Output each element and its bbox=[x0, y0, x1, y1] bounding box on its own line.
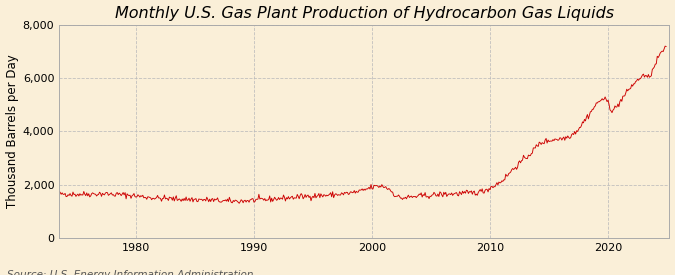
Text: Source: U.S. Energy Information Administration: Source: U.S. Energy Information Administ… bbox=[7, 271, 253, 275]
Title: Monthly U.S. Gas Plant Production of Hydrocarbon Gas Liquids: Monthly U.S. Gas Plant Production of Hyd… bbox=[115, 6, 614, 21]
Y-axis label: Thousand Barrels per Day: Thousand Barrels per Day bbox=[5, 54, 18, 208]
